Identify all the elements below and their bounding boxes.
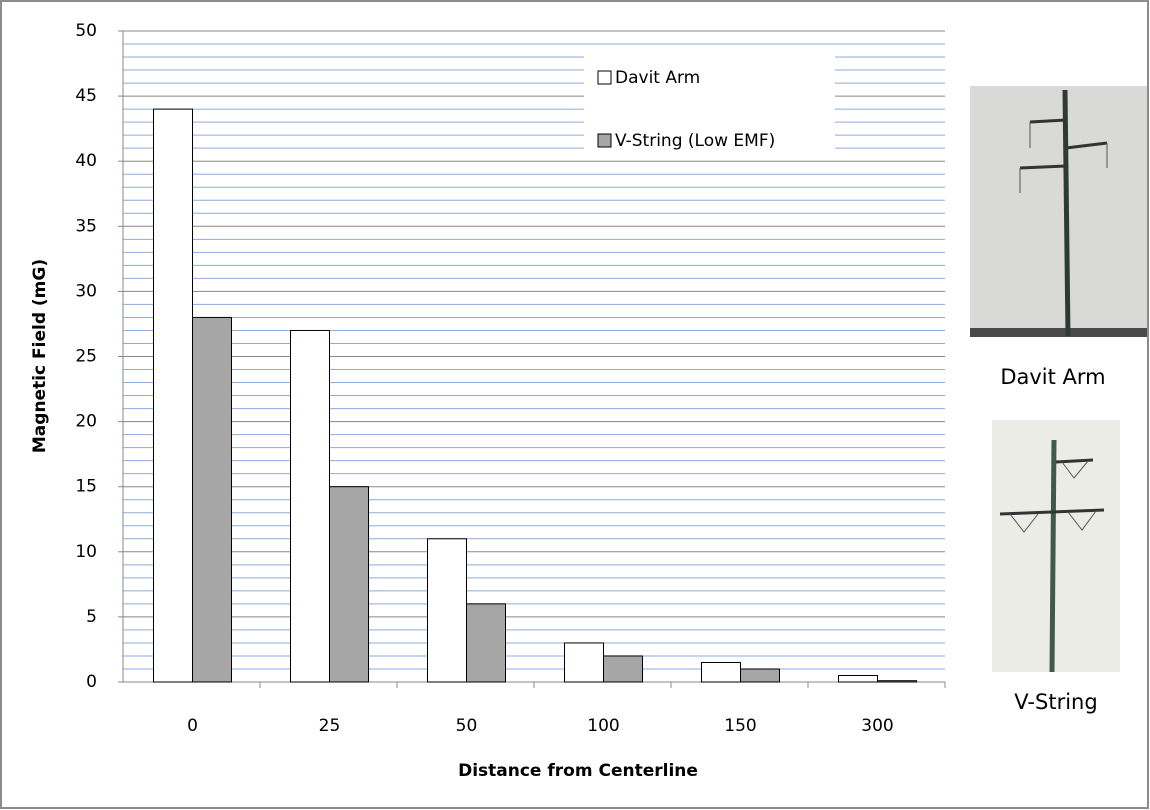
plot-area: 0 5 10 15 20 25 30 35 40 45 50 0 25 50 100 150 300 Davit … xyxy=(75,21,946,736)
legend-box xyxy=(584,45,835,157)
legend: Davit Arm V-String (Low EMF) xyxy=(584,45,835,157)
y-tick-label: 40 xyxy=(75,151,97,171)
x-axis-title: Distance from Centerline xyxy=(458,761,698,781)
x-tick-label: 300 xyxy=(861,716,893,736)
legend-label: V-String (Low EMF) xyxy=(615,131,775,151)
x-tick-label: 0 xyxy=(187,716,198,736)
y-tick-label: 30 xyxy=(75,281,97,301)
bar xyxy=(427,538,467,683)
y-tick-label: 25 xyxy=(75,347,97,367)
bar xyxy=(877,680,917,683)
bar xyxy=(564,642,604,683)
y-tick-label: 35 xyxy=(75,216,97,236)
x-tick-label: 150 xyxy=(724,716,756,736)
v-string-photo xyxy=(992,420,1120,673)
y-tick-label: 50 xyxy=(75,21,97,41)
bar xyxy=(838,674,878,683)
bar xyxy=(329,486,369,683)
y-tick-label: 10 xyxy=(75,542,97,562)
x-tick-label: 50 xyxy=(456,716,478,736)
bar xyxy=(290,329,330,683)
bar xyxy=(153,108,193,683)
y-tick-label: 20 xyxy=(75,412,97,432)
y-tick-label: 15 xyxy=(75,477,97,497)
bar xyxy=(701,661,741,683)
legend-swatch xyxy=(597,133,612,148)
bar xyxy=(192,316,232,683)
y-tick-label: 45 xyxy=(75,86,97,106)
x-tick-label: 25 xyxy=(319,716,341,736)
y-tick-label: 0 xyxy=(86,672,97,692)
bar xyxy=(740,668,780,683)
legend-label: Davit Arm xyxy=(615,68,700,88)
y-axis-title: Magnetic Field (mG) xyxy=(30,259,50,453)
photo-caption: Davit Arm xyxy=(1000,365,1105,389)
photo-caption: V-String xyxy=(1014,690,1097,714)
legend-swatch xyxy=(597,70,612,85)
x-tick-label: 100 xyxy=(587,716,619,736)
bar xyxy=(466,603,506,683)
bar xyxy=(603,655,643,683)
davit-arm-photo xyxy=(970,86,1147,337)
y-tick-label: 5 xyxy=(86,607,97,627)
